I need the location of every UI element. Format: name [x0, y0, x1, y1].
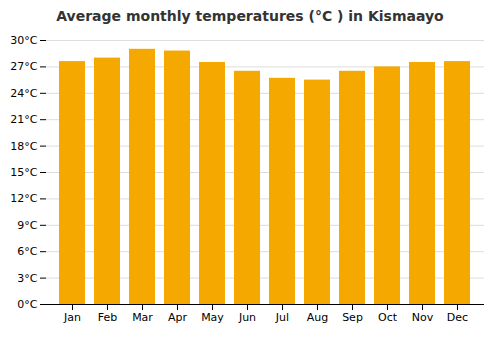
svg-text:9°C: 9°C — [17, 219, 37, 232]
svg-text:15°C: 15°C — [10, 166, 37, 179]
svg-text:Nov: Nov — [412, 311, 434, 324]
svg-text:Dec: Dec — [447, 311, 468, 324]
svg-text:Sep: Sep — [342, 311, 363, 324]
svg-text:Jul: Jul — [275, 311, 289, 324]
svg-text:Aug: Aug — [307, 311, 328, 324]
svg-text:24°C: 24°C — [10, 87, 37, 100]
svg-text:12°C: 12°C — [10, 192, 37, 205]
svg-text:0°C: 0°C — [17, 298, 37, 311]
svg-text:30°C: 30°C — [10, 34, 37, 47]
svg-text:6°C: 6°C — [17, 245, 37, 258]
svg-text:3°C: 3°C — [17, 272, 37, 285]
svg-text:18°C: 18°C — [10, 140, 37, 153]
svg-text:27°C: 27°C — [10, 60, 37, 73]
svg-text:Apr: Apr — [168, 311, 188, 324]
svg-text:Mar: Mar — [132, 311, 153, 324]
svg-text:Feb: Feb — [98, 311, 117, 324]
html-text:Average monthly temperatures (: Average monthly temperatures (°C ) in Ki… — [56, 8, 444, 24]
svg-text:Jun: Jun — [238, 311, 256, 324]
svg-text:Jan: Jan — [63, 311, 81, 324]
svg-text:Oct: Oct — [378, 311, 398, 324]
svg-text:21°C: 21°C — [10, 113, 37, 126]
svg-text:May: May — [201, 311, 224, 324]
